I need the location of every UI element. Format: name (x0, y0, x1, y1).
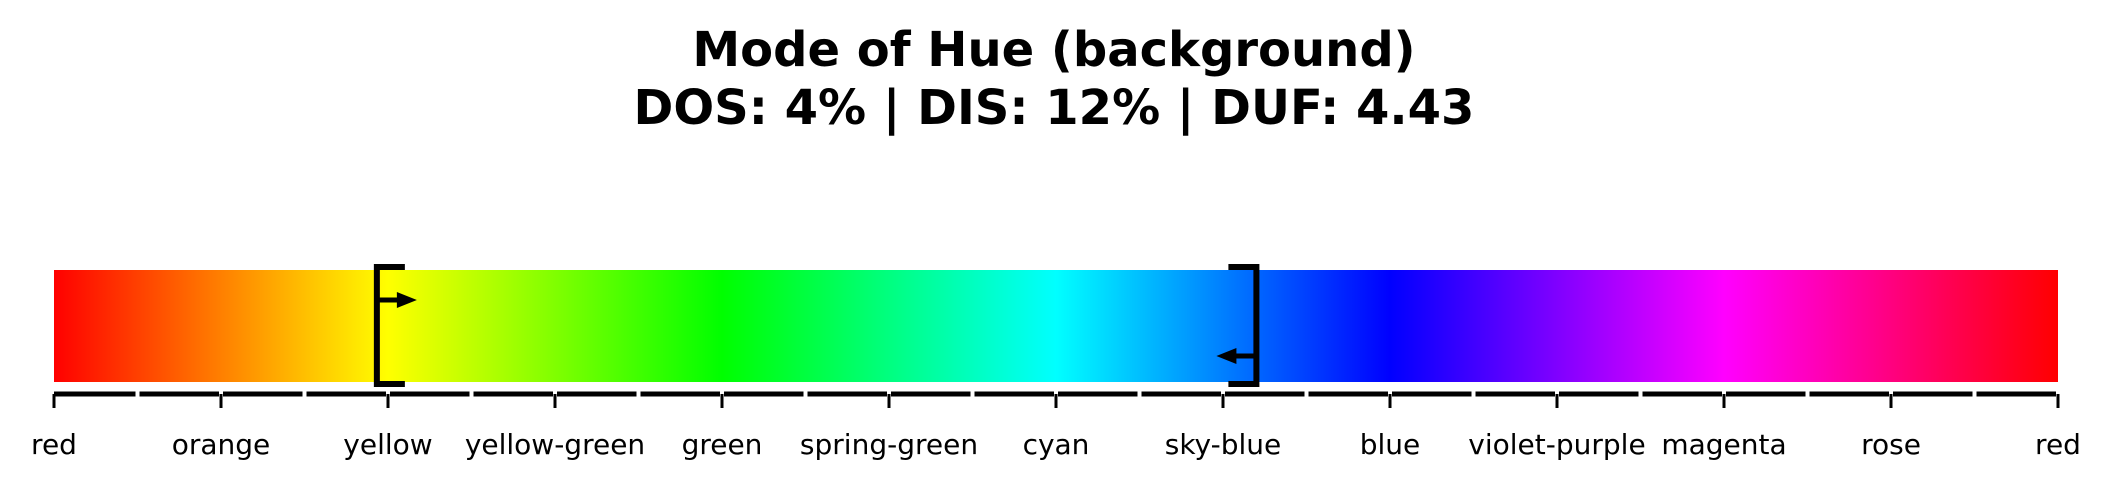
tick-label: yellow (343, 428, 432, 461)
chart-title: Mode of Hue (background) (692, 22, 1415, 78)
tick-label: red (2035, 428, 2081, 461)
tick-label: orange (172, 428, 271, 461)
tick-label: cyan (1023, 428, 1090, 461)
chart-subtitle: DOS: 4% | DIS: 12% | DUF: 4.43 (634, 80, 1475, 136)
tick-label: spring-green (800, 428, 978, 461)
tick-label: sky-blue (1165, 428, 1282, 461)
tick-label: rose (1861, 428, 1921, 461)
tick-label: green (682, 428, 763, 461)
tick-label: yellow-green (465, 428, 645, 461)
hue-range-markers (373, 264, 1260, 387)
tick-marks (52, 394, 2060, 408)
tick-label: magenta (1661, 428, 1786, 461)
tick-label: violet-purple (1468, 428, 1645, 461)
tick-label: red (31, 428, 77, 461)
hue-color-bar (54, 270, 2058, 382)
range-end-bracket (1228, 264, 1260, 387)
tick-label: blue (1360, 428, 1421, 461)
tick-labels: red orange yellow yellow-green green spring-g… (31, 428, 2081, 461)
range-start-bracket (373, 264, 405, 387)
range-start-arrow-icon (396, 292, 417, 308)
range-end-arrow-icon (1216, 348, 1237, 364)
